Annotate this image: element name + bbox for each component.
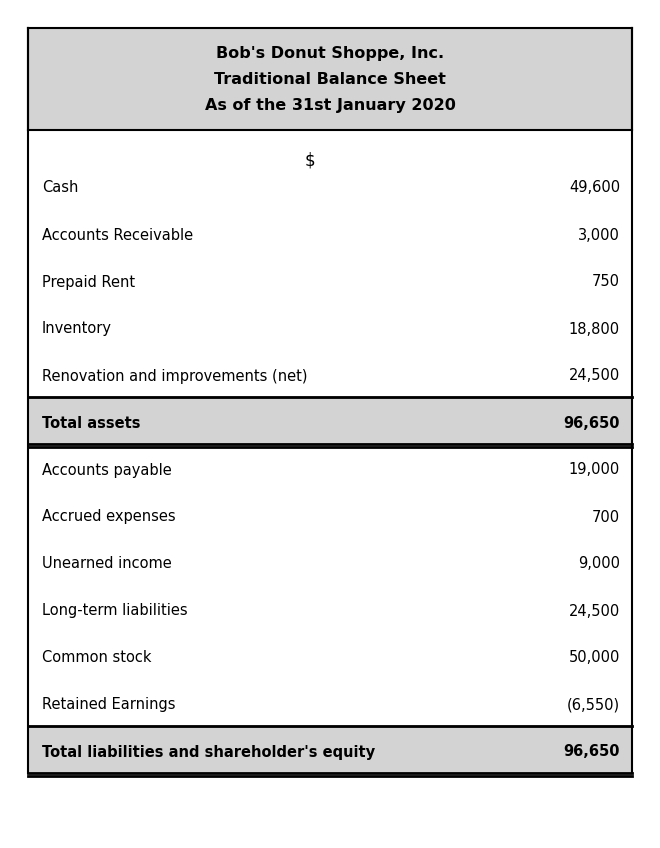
Bar bbox=[28, 28, 632, 130]
Text: Common stock: Common stock bbox=[42, 650, 152, 666]
Text: Bob's Donut Shoppe, Inc.: Bob's Donut Shoppe, Inc. bbox=[216, 46, 444, 61]
Text: Retained Earnings: Retained Earnings bbox=[42, 698, 176, 712]
Text: 3,000: 3,000 bbox=[578, 227, 620, 243]
Text: $: $ bbox=[305, 151, 315, 169]
Text: 24,500: 24,500 bbox=[569, 369, 620, 383]
Text: 49,600: 49,600 bbox=[569, 181, 620, 196]
Text: Cash: Cash bbox=[42, 181, 79, 196]
Text: Accounts Receivable: Accounts Receivable bbox=[42, 227, 193, 243]
Text: Renovation and improvements (net): Renovation and improvements (net) bbox=[42, 369, 308, 383]
Text: 96,650: 96,650 bbox=[564, 745, 620, 760]
Text: 700: 700 bbox=[592, 510, 620, 525]
Text: 19,000: 19,000 bbox=[569, 462, 620, 477]
Text: (6,550): (6,550) bbox=[567, 698, 620, 712]
Text: Total assets: Total assets bbox=[42, 416, 141, 431]
Text: Accrued expenses: Accrued expenses bbox=[42, 510, 176, 525]
Text: Prepaid Rent: Prepaid Rent bbox=[42, 275, 135, 289]
Text: Long-term liabilities: Long-term liabilities bbox=[42, 604, 187, 618]
Text: 96,650: 96,650 bbox=[564, 416, 620, 431]
Bar bbox=[28, 397, 632, 444]
Text: Accounts payable: Accounts payable bbox=[42, 462, 172, 477]
Text: 24,500: 24,500 bbox=[569, 604, 620, 618]
Text: Unearned income: Unearned income bbox=[42, 556, 172, 572]
Text: 18,800: 18,800 bbox=[569, 321, 620, 337]
Text: 750: 750 bbox=[592, 275, 620, 289]
Text: Total liabilities and shareholder's equity: Total liabilities and shareholder's equi… bbox=[42, 745, 375, 760]
Text: 9,000: 9,000 bbox=[578, 556, 620, 572]
Text: 50,000: 50,000 bbox=[569, 650, 620, 666]
Text: Inventory: Inventory bbox=[42, 321, 112, 337]
Text: As of the 31st January 2020: As of the 31st January 2020 bbox=[205, 98, 455, 113]
Bar bbox=[28, 726, 632, 773]
Text: Traditional Balance Sheet: Traditional Balance Sheet bbox=[214, 71, 446, 86]
